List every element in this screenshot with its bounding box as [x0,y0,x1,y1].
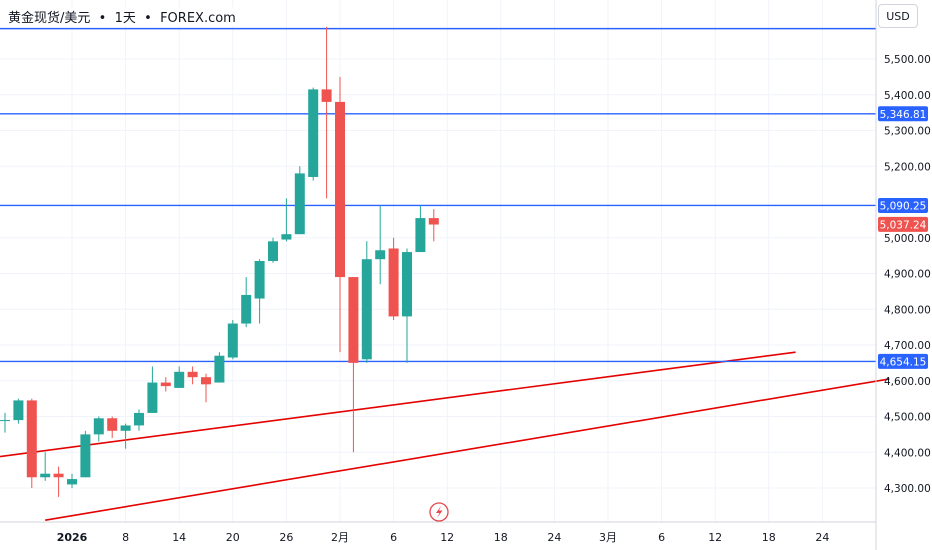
candle-body [361,259,372,360]
currency-button[interactable]: USD [878,4,918,28]
horizontal-lines [0,27,876,363]
candle-body [134,412,144,426]
title-separator: • [98,11,107,26]
candle-body [0,420,10,422]
candle-body [107,418,118,431]
time-tick-label: 2026 [57,531,88,544]
candle-body [174,371,185,388]
source-label: FOREX.com [160,11,236,26]
price-tick-label: 4,600.00 [884,376,931,388]
candle-body [80,434,91,478]
time-tick-label: 18 [494,531,508,544]
time-axis: 2026 8 14 20 26 2月 6 12 18 24 3月 6 12 18 24 [57,531,830,544]
candle-body [227,323,238,358]
price-labels: 5,346.81 5,090.25 4,654.15 5,037.24 [878,106,928,369]
chart-title: 黄金现货/美元 • 1天 • FOREX.com [8,7,236,26]
time-tick-label: 6 [390,531,397,544]
hline-price-label-bg [878,106,928,122]
time-tick-label: 8 [122,531,129,544]
candle-body [40,473,51,478]
current-price-label: 5,037.24 [880,219,927,231]
candle-body [187,371,198,378]
price-tick-label: 4,500.00 [884,412,931,424]
candle-body [160,382,171,387]
grid [0,0,876,522]
time-tick-label: 24 [815,531,829,544]
lightning-icon[interactable] [429,502,449,522]
candle-body [308,89,319,177]
hline-price-label-bg [878,197,928,213]
price-tick-label: 4,800.00 [884,304,931,316]
price-tick-label: 5,000.00 [884,233,931,245]
time-tick-label: 12 [440,531,454,544]
price-tick-label: 5,500.00 [884,54,931,66]
hline-price-label-bg [878,353,928,369]
candle-body [321,89,332,102]
hline-price-label: 5,346.81 [880,109,927,121]
candle-body [254,260,265,299]
time-tick-label: 6 [658,531,665,544]
candle-body [67,479,77,485]
price-tick-label: 4,900.00 [884,269,931,281]
candle-body [335,101,345,278]
price-tick-label: 4,700.00 [884,340,931,352]
candle-body [348,277,359,363]
candle-body [268,241,278,261]
time-tick-label: 24 [547,531,561,544]
candle-body [281,234,292,240]
current-price-label-bg [878,216,928,232]
candles [0,26,439,497]
time-tick-label: 2月 [331,531,349,544]
price-tick-label: 4,400.00 [884,447,931,459]
price-tick-label: 5,300.00 [884,126,931,138]
interval-label[interactable]: 1天 [114,11,136,26]
symbol-name: 黄金现货/美元 [8,11,91,26]
time-tick-label: 26 [279,531,293,544]
candle-body [241,294,252,324]
trendline [45,378,890,521]
price-axis: 5,500.00 5,400.00 5,300.00 5,200.00 5,000.00… [884,54,931,495]
time-tick-label: 14 [172,531,186,544]
time-tick-label: 3月 [599,531,617,544]
candle-body [294,173,305,235]
time-tick-label: 20 [226,531,240,544]
candle-body [120,425,131,431]
candle-body [26,400,37,478]
hline-price-label: 5,090.25 [880,200,927,212]
candle-body [428,218,439,225]
price-tick-label: 5,200.00 [884,161,931,173]
candle-body [93,418,104,435]
trendline [0,351,796,458]
candle-body [415,218,426,253]
candle-body [388,248,399,317]
candle-body [201,377,211,385]
price-tick-label: 4,300.00 [884,483,931,495]
candle-body [13,400,24,421]
candle-body [214,355,225,383]
time-tick-label: 18 [762,531,776,544]
candle-body [375,250,386,260]
candle-body [402,252,412,317]
time-tick-label: 12 [708,531,722,544]
candle-body [147,382,158,413]
title-separator: • [144,11,152,26]
hline-price-label: 4,654.15 [880,356,927,368]
trendlines [0,351,890,521]
candle-body [53,473,64,478]
price-tick-label: 5,400.00 [884,90,931,102]
